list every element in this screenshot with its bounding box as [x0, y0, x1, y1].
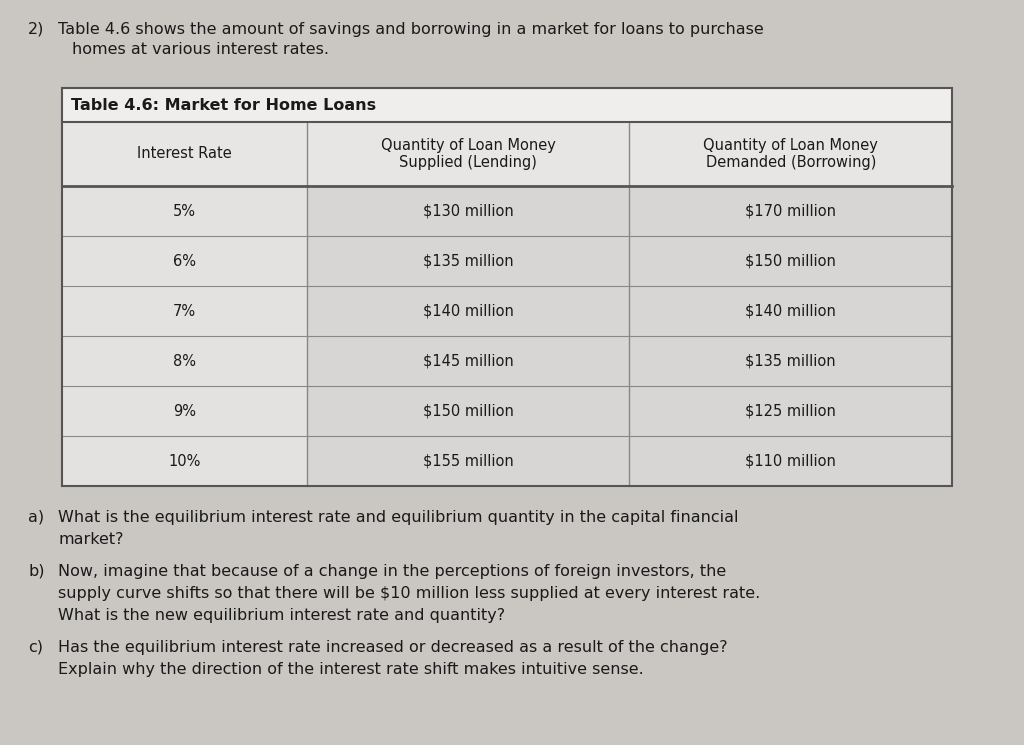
Text: Interest Rate: Interest Rate	[137, 147, 231, 162]
Bar	[307, 186, 630, 236]
Text: 8%: 8%	[173, 353, 196, 369]
Text: Quantity of Loan Money
Supplied (Lending): Quantity of Loan Money Supplied (Lending…	[381, 138, 555, 170]
Text: homes at various interest rates.: homes at various interest rates.	[72, 42, 329, 57]
Text: supply curve shifts so that there will be $10 million less supplied at every int: supply curve shifts so that there will b…	[58, 586, 760, 601]
Text: b): b)	[28, 564, 44, 579]
Bar	[62, 88, 952, 486]
Bar	[307, 236, 630, 286]
Text: Table 4.6: Market for Home Loans: Table 4.6: Market for Home Loans	[71, 98, 376, 112]
Bar	[62, 236, 307, 286]
Text: a): a)	[28, 510, 44, 525]
Bar	[630, 336, 952, 386]
Text: Has the equilibrium interest rate increased or decreased as a result of the chan: Has the equilibrium interest rate increa…	[58, 640, 728, 655]
Bar	[62, 386, 307, 436]
Bar	[62, 436, 307, 486]
Text: Table 4.6 shows the amount of savings and borrowing in a market for loans to pur: Table 4.6 shows the amount of savings an…	[58, 22, 764, 37]
Text: 5%: 5%	[173, 203, 196, 218]
Text: 10%: 10%	[168, 454, 201, 469]
Bar	[62, 122, 307, 186]
Bar	[630, 436, 952, 486]
Text: 9%: 9%	[173, 404, 196, 419]
Text: $125 million: $125 million	[745, 404, 837, 419]
Text: $135 million: $135 million	[423, 253, 513, 268]
Text: 6%: 6%	[173, 253, 196, 268]
Text: $140 million: $140 million	[423, 303, 513, 319]
Text: Quantity of Loan Money
Demanded (Borrowing): Quantity of Loan Money Demanded (Borrowi…	[703, 138, 879, 170]
Text: $135 million: $135 million	[745, 353, 836, 369]
Bar	[62, 88, 952, 122]
Text: $155 million: $155 million	[423, 454, 513, 469]
Text: c): c)	[28, 640, 43, 655]
Text: $145 million: $145 million	[423, 353, 513, 369]
Bar	[62, 88, 952, 486]
Bar	[307, 286, 630, 336]
Bar	[307, 336, 630, 386]
Text: 7%: 7%	[173, 303, 196, 319]
Text: What is the new equilibrium interest rate and quantity?: What is the new equilibrium interest rat…	[58, 608, 505, 623]
Bar	[630, 236, 952, 286]
Text: $150 million: $150 million	[745, 253, 837, 268]
Bar	[307, 122, 630, 186]
Bar	[630, 286, 952, 336]
Text: 2): 2)	[28, 22, 44, 37]
Text: $170 million: $170 million	[745, 203, 837, 218]
Text: market?: market?	[58, 532, 124, 547]
Bar	[62, 336, 307, 386]
Bar	[630, 386, 952, 436]
Bar	[307, 436, 630, 486]
Text: Explain why the direction of the interest rate shift makes intuitive sense.: Explain why the direction of the interes…	[58, 662, 644, 677]
Text: $150 million: $150 million	[423, 404, 513, 419]
Bar	[62, 286, 307, 336]
Text: $110 million: $110 million	[745, 454, 837, 469]
Text: Now, imagine that because of a change in the perceptions of foreign investors, t: Now, imagine that because of a change in…	[58, 564, 726, 579]
Bar	[630, 122, 952, 186]
Text: $130 million: $130 million	[423, 203, 513, 218]
Bar	[307, 386, 630, 436]
Text: $140 million: $140 million	[745, 303, 837, 319]
Bar	[630, 186, 952, 236]
Text: What is the equilibrium interest rate and equilibrium quantity in the capital fi: What is the equilibrium interest rate an…	[58, 510, 738, 525]
Bar	[62, 186, 307, 236]
